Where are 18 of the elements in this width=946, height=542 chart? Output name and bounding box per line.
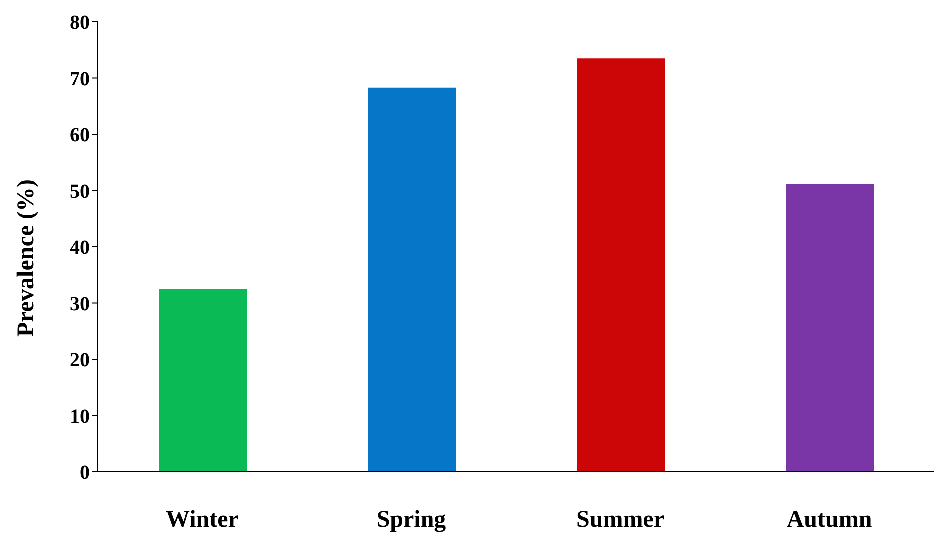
y-tick-label: 80 bbox=[70, 12, 90, 34]
y-tick-label: 30 bbox=[70, 293, 90, 316]
bar bbox=[368, 88, 456, 472]
bar bbox=[159, 289, 247, 472]
x-tick-label: Autumn bbox=[786, 507, 872, 534]
bar bbox=[786, 184, 874, 472]
x-tick-label: Summer bbox=[576, 507, 665, 534]
y-tick-label: 70 bbox=[70, 68, 90, 90]
y-tick-label: 20 bbox=[70, 350, 90, 372]
x-tick-label: Winter bbox=[166, 507, 240, 534]
y-tick-label: 10 bbox=[70, 406, 90, 428]
bar bbox=[577, 58, 665, 472]
y-axis-title: Prevalence (%) bbox=[14, 180, 40, 337]
y-tick-label: 60 bbox=[70, 124, 90, 147]
y-tick-label: 40 bbox=[70, 237, 90, 260]
y-tick-label: 50 bbox=[70, 180, 90, 203]
y-tick-label: 0 bbox=[80, 462, 90, 484]
x-tick-label: Spring bbox=[376, 507, 446, 534]
